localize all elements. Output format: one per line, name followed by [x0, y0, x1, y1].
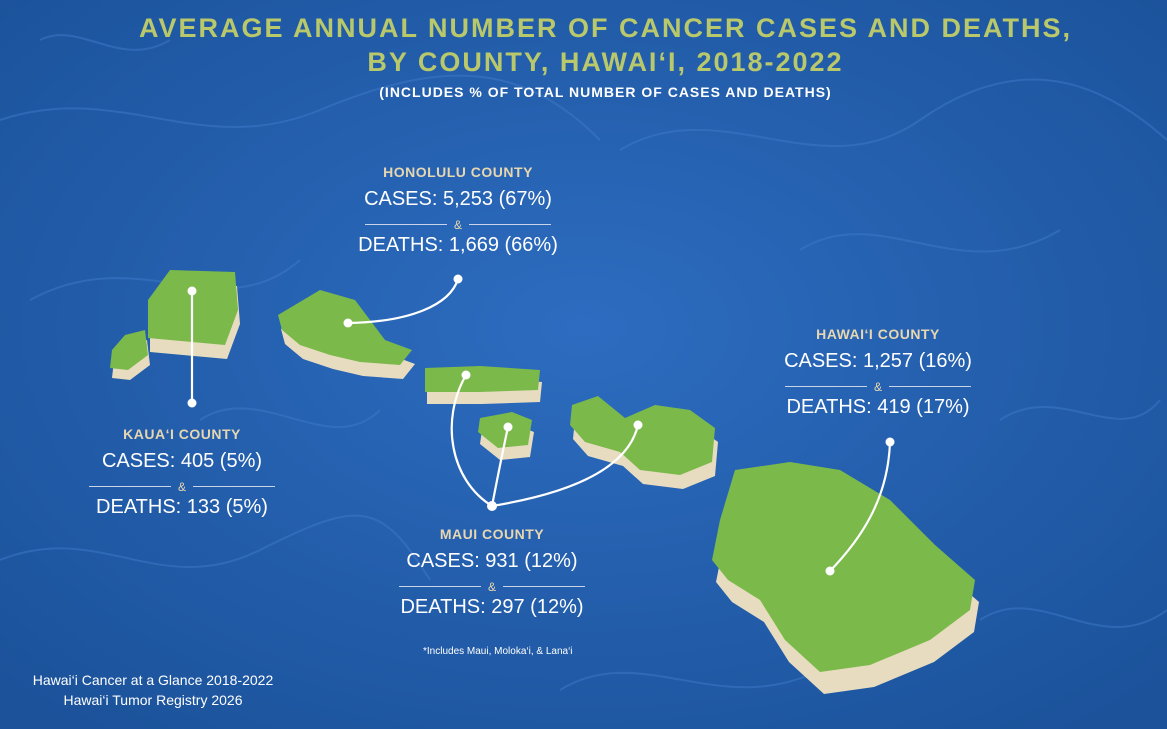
hawaii-label-marker [885, 437, 895, 447]
ampersand: & [177, 480, 186, 494]
honolulu-label-marker [453, 274, 463, 284]
county-name: HONOLULU COUNTY [383, 164, 533, 180]
kauai-county-label: KAUA‘I COUNTY CASES: 405 (5%) & DEATHS: … [52, 426, 312, 522]
ampersand: & [873, 380, 882, 394]
kauai-marker [187, 286, 197, 296]
deaths-value: DEATHS: 133 (5%) [96, 496, 268, 518]
molokai-marker [461, 370, 471, 380]
kauai-island [148, 270, 240, 359]
big-island [712, 462, 979, 694]
county-name: MAUI COUNTY [439, 526, 545, 542]
deaths-value: DEATHS: 419 (17%) [786, 396, 970, 418]
ampersand: & [453, 218, 462, 232]
cases-value: CASES: 405 (5%) [101, 450, 263, 472]
separator: & [362, 578, 622, 594]
hawaii-leader-line [829, 441, 892, 572]
molokai-island [425, 366, 542, 404]
chart-title-line-2: BY COUNTY, HAWAI‘I, 2018-2022 [367, 47, 844, 77]
maui-county-label: MAUI COUNTY CASES: 931 (12%) & DEATHS: 2… [362, 526, 622, 622]
source-line-2: Hawai‘i Tumor Registry 2026 [63, 692, 243, 708]
separator: & [328, 216, 588, 232]
separator: & [52, 478, 312, 494]
oahu-island [278, 290, 415, 379]
maui-island [570, 396, 718, 489]
lanai-leader-line [490, 426, 510, 507]
cases-value: CASES: 931 (12%) [406, 550, 578, 572]
maui-leader-line [491, 424, 640, 508]
cases-value: CASES: 1,257 (16%) [784, 350, 972, 372]
ampersand: & [487, 580, 496, 594]
source-line-1: Hawai‘i Cancer at a Glance 2018-2022 [32, 672, 274, 688]
separator: & [748, 378, 1008, 394]
deaths-value: DEATHS: 297 (12%) [400, 596, 584, 618]
honolulu-county-label: HONOLULU COUNTY CASES: 5,253 (67%) & DEA… [328, 164, 588, 260]
maui-footnote: *Includes Maui, Moloka‘i, & Lana‘i [423, 646, 573, 657]
maui-county-junction-marker [487, 501, 497, 511]
honolulu-leader-line [347, 278, 460, 325]
big-island-marker [825, 566, 835, 576]
kauai-label-marker [187, 398, 197, 408]
niihau-island [110, 330, 150, 380]
deaths-value: DEATHS: 1,669 (66%) [358, 234, 558, 256]
maui-marker [633, 420, 643, 430]
lanai-marker [503, 422, 513, 432]
county-name: KAUA‘I COUNTY [123, 426, 241, 442]
source-citation: Hawai‘i Cancer at a Glance 2018-2022 Haw… [18, 670, 288, 710]
county-name: HAWAI‘I COUNTY [816, 326, 940, 342]
hawaii-county-label: HAWAI‘I COUNTY CASES: 1,257 (16%) & DEAT… [748, 326, 1008, 422]
chart-subtitle: (INCLUDES % OF TOTAL NUMBER OF CASES AND… [379, 84, 832, 100]
cases-value: CASES: 5,253 (67%) [364, 188, 552, 210]
molokai-leader-line [450, 374, 493, 507]
chart-title-line-1: AVERAGE ANNUAL NUMBER OF CANCER CASES AN… [138, 13, 1073, 43]
oahu-marker [343, 318, 353, 328]
